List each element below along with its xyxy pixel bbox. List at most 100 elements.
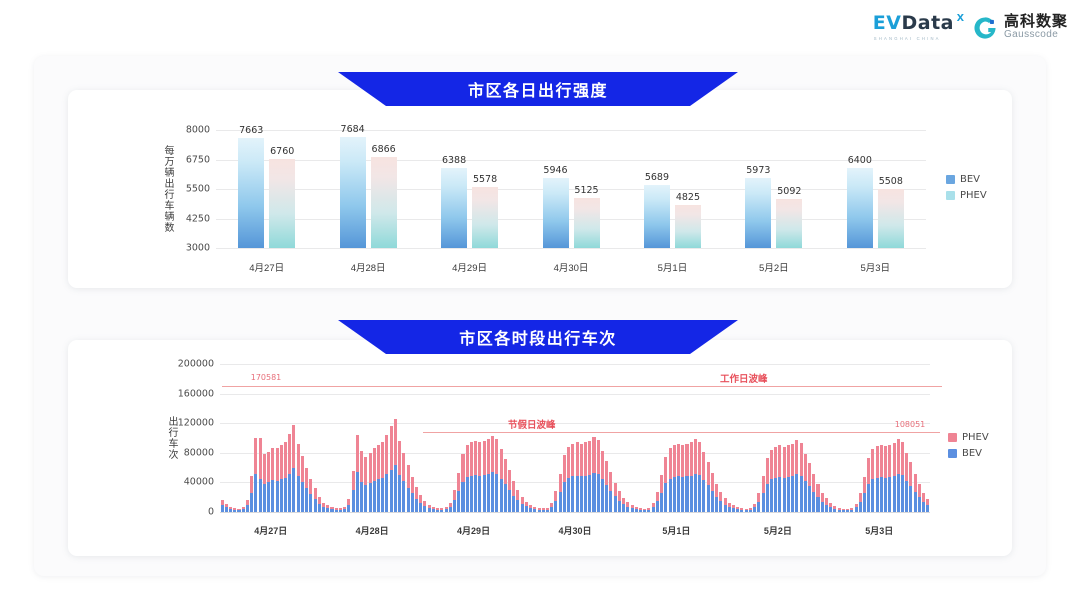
hourly-bar [879,444,883,512]
hourly-bar-phev-segment [262,454,266,484]
hourly-bar [799,443,803,512]
hourly-bar-phev-segment [812,474,816,493]
hourly-bar-bev-segment [816,497,820,512]
hourly-bar-bev-segment [808,486,812,512]
hourly-bar-phev-segment [427,504,431,508]
legend-daily: BEV PHEV [946,174,987,201]
hourly-bar-bev-segment [698,474,702,512]
bar-value-label-phev: 6866 [371,143,396,155]
hourly-bar-phev-segment [600,450,604,480]
legend-item-bev[interactable]: BEV [948,448,989,459]
hourly-bar [406,465,410,512]
hourly-bar [237,508,241,512]
evdata-subtitle: SHANGHAI CHINA [873,36,941,41]
hourly-bar [224,503,228,512]
hourly-bar [368,452,372,512]
hourly-bar [698,441,702,512]
hourly-bar [837,507,841,512]
hourly-bar-phev-segment [647,507,651,510]
hourly-bar-phev-segment [520,496,524,504]
hourly-bar-phev-segment [643,508,647,511]
hourly-bar-bev-segment [660,492,664,512]
hourly-bar [474,440,478,512]
hourly-bar-bev-segment [613,496,617,512]
hourly-bar-phev-segment [338,508,342,510]
hourly-bar-bev-segment [799,475,803,512]
hourly-bar-bev-segment [334,509,338,512]
hourly-bar [453,490,457,512]
legend-item-phev[interactable]: PHEV [948,432,989,443]
hourly-bar-bev-segment [233,509,237,512]
hourly-bar-bev-segment [241,509,245,512]
hourly-bar-phev-segment [537,508,541,510]
hourly-bar-phev-segment [419,495,423,504]
hourly-bar-phev-segment [288,433,292,474]
legend-item-phev[interactable]: PHEV [946,190,987,201]
hourly-bar [300,455,304,512]
hourly-bar-bev-segment [905,480,909,512]
hourly-bar-phev-segment [626,502,630,507]
hourly-bar-phev-segment [841,508,845,511]
hourly-bar [351,471,355,512]
hourly-bar-phev-segment [229,506,233,509]
hourly-bar-phev-segment [803,453,807,481]
hourly-bar-phev-segment [854,503,858,508]
hourly-bar-bev-segment [541,510,545,512]
hourly-bar [343,507,347,512]
hourly-bar [854,503,858,512]
hourly-bar-phev-segment [554,491,558,501]
gridline-hourly [220,393,930,395]
hourly-bar-phev-segment [765,457,769,484]
bar-phev [573,197,600,248]
hourly-bar-phev-segment [824,498,828,505]
hourly-bar-bev-segment [491,472,495,512]
hourly-bar [267,452,271,512]
x-tick-label-hourly: 5月3日 [865,526,894,536]
hourly-bar [630,505,634,512]
hourly-bar [634,507,638,512]
hourly-bar-bev-segment [440,509,444,512]
hourly-bar-phev-segment [368,452,372,484]
hourly-bar-bev-segment [571,476,575,512]
hourly-bar [309,478,313,512]
hourly-bar-bev-segment [444,509,448,512]
x-axis-line-hourly [220,512,930,513]
hourly-bar-phev-segment [617,491,621,501]
hourly-bar [436,508,440,512]
hourly-bar-bev-segment [237,510,241,512]
hourly-bar-bev-segment [385,474,389,512]
hourly-bar-phev-segment [575,442,579,476]
hourly-bar-bev-segment [414,498,419,512]
hourly-bar [862,476,866,512]
y-tick-label-hourly: 80000 [183,447,214,459]
gridline-hourly [220,452,930,454]
hourly-bar [372,448,376,512]
hourly-bar-phev-segment [913,473,917,492]
hourly-bar-phev-segment [905,452,909,481]
hourly-bar-bev-segment [841,510,845,512]
hourly-bar [622,497,626,512]
hourly-bar [841,508,845,512]
hourly-bar-bev-segment [803,480,807,512]
hourly-bar [414,486,419,512]
hourly-bar [588,440,592,512]
hourly-bar-bev-segment [892,476,896,512]
hourly-bar-phev-segment [757,492,761,502]
x-tick-label-hourly: 4月29日 [457,526,491,536]
hourly-bar [402,452,406,512]
hourly-bar [600,450,604,512]
hourly-bar-bev-segment [846,510,850,512]
hourly-bar-phev-segment [503,459,507,484]
bar-value-label-phev: 5578 [472,174,498,186]
hourly-bar [774,446,778,512]
hourly-bar-bev-segment [393,464,397,512]
hourly-bar [888,444,892,512]
hourly-bar-bev-segment [791,476,795,512]
gausscode-cn: 高科数聚 [1003,13,1068,31]
hourly-bar [664,456,668,512]
hourly-bar [740,508,744,512]
hourly-bar-phev-segment [444,507,448,510]
hourly-bar-phev-segment [592,437,596,473]
legend-item-bev[interactable]: BEV [946,174,987,185]
hourly-bar-bev-segment [495,473,499,512]
